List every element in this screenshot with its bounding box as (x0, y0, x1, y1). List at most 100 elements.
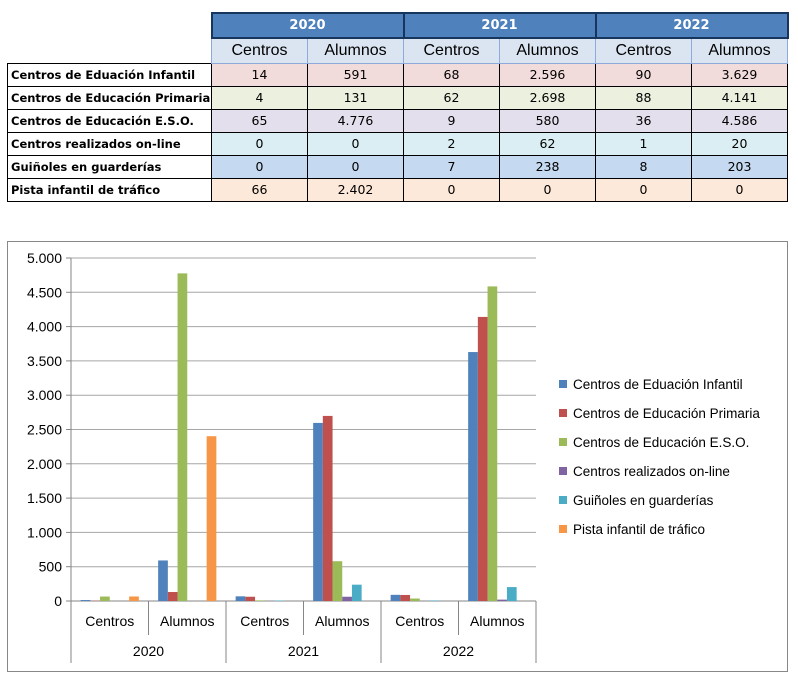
year-header: 2021 (402, 12, 597, 39)
bar (80, 600, 91, 601)
table-cell: 2 (403, 131, 500, 156)
y-tick-label: 1.000 (27, 524, 62, 540)
table-cell: 20 (691, 131, 788, 156)
legend-label: Centros de Educación E.S.O. (573, 435, 749, 450)
table-cell: 65 (211, 108, 308, 133)
bar (167, 592, 178, 601)
corner-cell (7, 13, 212, 38)
corner-cell (7, 38, 212, 63)
table-cell: 62 (499, 131, 596, 156)
bar (255, 600, 265, 601)
table-cell: 36 (595, 108, 692, 133)
bar (100, 596, 110, 601)
year-header: 2020 (210, 12, 405, 39)
table-cell: 3.629 (691, 62, 788, 87)
table-cell: 8 (595, 154, 692, 179)
legend-label: Centros de Eduación Infantil (573, 377, 743, 392)
table-cell: 2.402 (307, 177, 404, 202)
legend-label: Guiñoles en guarderías (573, 493, 714, 508)
column-header: Alumnos (691, 37, 788, 64)
bar-chart: 0 500 1.000 1.500 2.000 2.500 3.000 3.500 4.000 4… (27, 250, 760, 663)
x-tick-label: Alumnos (315, 613, 369, 629)
y-tick-label: 500 (39, 559, 63, 575)
bar (429, 600, 440, 601)
table-cell: 9 (403, 108, 500, 133)
x-tick-label: Centros (240, 613, 289, 629)
table-cell: 1 (595, 131, 692, 156)
y-tick-label: 2.500 (27, 422, 62, 438)
column-header: Alumnos (307, 37, 404, 64)
table-row: Centros de Educación E.S.O. 65 4.776 9 5… (7, 108, 788, 133)
x-tick-label: Alumnos (470, 613, 524, 629)
row-label: Guiñoles en guarderías (7, 154, 212, 179)
table-cell: 90 (595, 62, 692, 87)
bar (235, 596, 246, 601)
bar (313, 422, 323, 601)
bar (506, 587, 517, 601)
bar (177, 273, 188, 601)
table-cell: 0 (211, 131, 308, 156)
table-cell: 591 (307, 62, 404, 87)
bar (322, 415, 333, 601)
legend-swatch (559, 380, 567, 388)
table-cell: 4 (211, 85, 308, 110)
group-label: 2022 (443, 643, 474, 659)
table-cell: 4.586 (691, 108, 788, 133)
bar (129, 596, 139, 601)
table-cell: 62 (403, 85, 500, 110)
table-cell: 4.141 (691, 85, 788, 110)
year-header: 2022 (594, 12, 789, 39)
bar (410, 598, 420, 601)
data-table: 2020 2021 2022 Centros Alumnos Centros A… (7, 12, 789, 202)
table-cell: 0 (595, 177, 692, 202)
table-row: Centros de Educación Primaria 4 131 62 2… (7, 85, 788, 110)
table-cell: 0 (307, 131, 404, 156)
legend-swatch (559, 467, 567, 475)
row-label: Centros de Educación Primaria (7, 85, 212, 110)
table-cell: 2.596 (499, 62, 596, 87)
column-header: Alumnos (499, 37, 596, 64)
table-cell: 0 (403, 177, 500, 202)
y-tick-label: 3.500 (27, 353, 62, 369)
column-header: Centros (595, 37, 692, 64)
bar (245, 596, 256, 601)
table-cell: 238 (499, 154, 596, 179)
row-label: Centros realizados on-line (7, 131, 212, 156)
table-cell: 203 (691, 154, 788, 179)
table-cell: 580 (499, 108, 596, 133)
table-cell: 131 (307, 85, 404, 110)
row-label: Centros de Eduación Infantil (7, 62, 212, 87)
bar (206, 436, 217, 601)
table-cell: 0 (499, 177, 596, 202)
bar (390, 594, 401, 601)
legend-swatch (559, 525, 567, 533)
table-row: Centros realizados on-line 0 0 2 62 1 20 (7, 131, 788, 156)
group-label: 2020 (133, 643, 164, 659)
legend-swatch (559, 496, 567, 504)
bar (497, 599, 507, 601)
row-label: Centros de Educación E.S.O. (7, 108, 212, 133)
y-tick-label: 4.000 (27, 319, 62, 335)
year-header-row: 2020 2021 2022 (7, 12, 789, 39)
legend-label: Centros realizados on-line (573, 464, 730, 479)
bar (342, 596, 352, 601)
y-tick-label: 1.500 (27, 490, 62, 506)
y-tick-label: 3.000 (27, 387, 62, 403)
bar (468, 352, 478, 601)
bar (400, 594, 411, 601)
row-label: Pista infantil de tráfico (7, 177, 212, 202)
bar (351, 584, 362, 601)
table-cell: 14 (211, 62, 308, 87)
x-tick-label: Alumnos (160, 613, 214, 629)
table-cell: 68 (403, 62, 500, 87)
bar (158, 560, 168, 601)
table-cell: 7 (403, 154, 500, 179)
column-header: Centros (403, 37, 500, 64)
y-tick-label: 5.000 (27, 250, 62, 266)
table-row: Pista infantil de tráfico 66 2.402 0 0 0… (7, 177, 788, 202)
table-cell: 2.698 (499, 85, 596, 110)
table-cell: 4.776 (307, 108, 404, 133)
sub-header-row: Centros Alumnos Centros Alumnos Centros … (7, 37, 788, 64)
table-cell: 66 (211, 177, 308, 202)
group-label: 2021 (288, 643, 319, 659)
